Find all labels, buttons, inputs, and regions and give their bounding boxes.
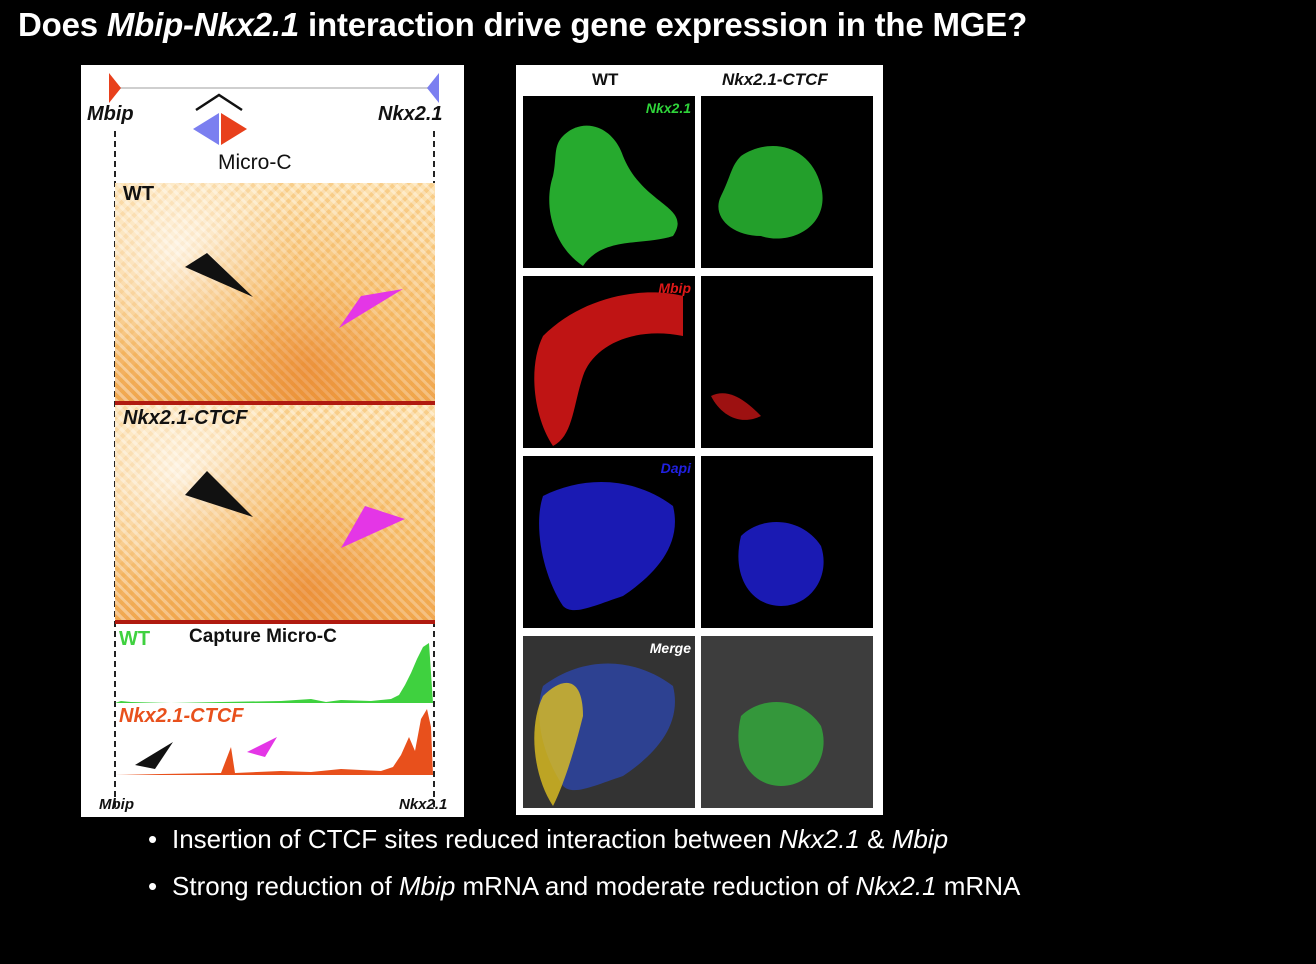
bullet-text: Nkx2.1 bbox=[855, 871, 937, 901]
wt-heatmap-baseline bbox=[115, 401, 435, 405]
mutant-heatmap-baseline bbox=[115, 620, 435, 624]
cell-wt-dapi: Dapi bbox=[523, 456, 695, 628]
expression-figure: WT Nkx2.1-CTCF Nkx2.1 Mbip Dapi bbox=[516, 65, 883, 815]
bullet-text: Strong reduction of bbox=[172, 871, 399, 901]
title-part: Mbip-Nkx2.1 bbox=[106, 6, 300, 43]
wt-heatmap-label: WT bbox=[123, 183, 155, 205]
cell-mutant-nkx21 bbox=[701, 96, 873, 268]
column-label-wt: WT bbox=[592, 70, 619, 89]
micro-c-figure: Mbip Nkx2.1 Micro-C WT Nkx2.1-CTCF WT Ca… bbox=[81, 65, 464, 817]
blue-stain-image bbox=[738, 522, 824, 606]
capture-wt-label: WT bbox=[119, 628, 151, 650]
black-arrow-icon bbox=[185, 471, 253, 517]
gene-label-nkx21: Nkx2.1 bbox=[378, 103, 443, 125]
blue-stain-image bbox=[539, 482, 675, 611]
wt-heatmap-arrows bbox=[185, 253, 403, 328]
merge-image bbox=[701, 636, 873, 808]
ctcf-blue-icon bbox=[193, 113, 219, 145]
green-stain-image bbox=[549, 125, 678, 266]
bullet-dot: • bbox=[148, 871, 158, 901]
bullet-list: • Insertion of CTCF sites reduced intera… bbox=[148, 820, 1298, 914]
row-label-merge: Merge bbox=[649, 640, 691, 656]
title-part: Does bbox=[18, 6, 107, 43]
gene-label-mbip: Mbip bbox=[87, 103, 134, 125]
cell-wt-mbip: Mbip bbox=[523, 276, 695, 448]
capture-wt-track bbox=[115, 643, 433, 703]
cell-wt-merge: Merge bbox=[523, 636, 695, 808]
loop-arc-icon bbox=[195, 93, 243, 112]
cell-mutant-mbip bbox=[701, 276, 873, 448]
row-label-dapi: Dapi bbox=[660, 460, 691, 476]
bullet-item: • Insertion of CTCF sites reduced intera… bbox=[148, 820, 1298, 867]
slide-title: Does Mbip-Nkx2.1 interaction drive gene … bbox=[18, 6, 1308, 44]
bullet-text: mRNA bbox=[936, 871, 1021, 901]
magenta-arrow-icon bbox=[339, 289, 403, 328]
magenta-arrow-icon bbox=[341, 506, 405, 548]
capture-mutant-track bbox=[115, 709, 433, 775]
magenta-arrow-icon bbox=[247, 737, 277, 757]
locus-diagram bbox=[109, 73, 439, 145]
black-arrow-icon bbox=[135, 742, 173, 769]
merge-image bbox=[523, 636, 695, 808]
bullet-text: Insertion of CTCF sites reduced interact… bbox=[172, 824, 779, 854]
bullet-text: Nkx2.1 bbox=[778, 824, 860, 854]
bottom-label-nkx21: Nkx2.1 bbox=[399, 796, 448, 813]
red-stain-image bbox=[534, 292, 683, 446]
bullet-text: mRNA and moderate reduction of bbox=[455, 871, 856, 901]
red-stain-image bbox=[711, 393, 761, 420]
micro-c-label: Micro-C bbox=[218, 151, 292, 174]
cell-wt-nkx21: Nkx2.1 bbox=[523, 96, 695, 268]
bullet-text: & bbox=[859, 824, 892, 854]
ctcf-red-icon bbox=[221, 113, 247, 145]
mutant-heatmap-arrows bbox=[185, 471, 405, 548]
mbip-marker-icon bbox=[109, 73, 121, 103]
cell-mutant-merge bbox=[701, 636, 873, 808]
cell-mutant-dapi bbox=[701, 456, 873, 628]
bullet-dot: • bbox=[148, 824, 158, 854]
title-part: interaction drive gene expression in the… bbox=[299, 6, 1028, 43]
capture-title: Capture Micro-C bbox=[189, 626, 337, 647]
green-stain-image bbox=[718, 146, 823, 239]
mutant-heatmap-label: Nkx2.1-CTCF bbox=[123, 407, 248, 429]
wt-heatmap bbox=[115, 183, 435, 401]
nkx21-marker-icon bbox=[427, 73, 439, 103]
capture-mutant-label: Nkx2.1-CTCF bbox=[119, 705, 244, 727]
row-label-mbip: Mbip bbox=[658, 280, 691, 296]
row-label-nkx21: Nkx2.1 bbox=[645, 100, 691, 116]
black-arrow-icon bbox=[185, 253, 253, 297]
bullet-item: • Strong reduction of Mbip mRNA and mode… bbox=[148, 867, 1298, 914]
bullet-text: Mbip bbox=[891, 824, 949, 854]
bullet-text: Mbip bbox=[398, 871, 456, 901]
column-label-mutant: Nkx2.1-CTCF bbox=[722, 70, 828, 89]
bottom-label-mbip: Mbip bbox=[99, 796, 134, 813]
